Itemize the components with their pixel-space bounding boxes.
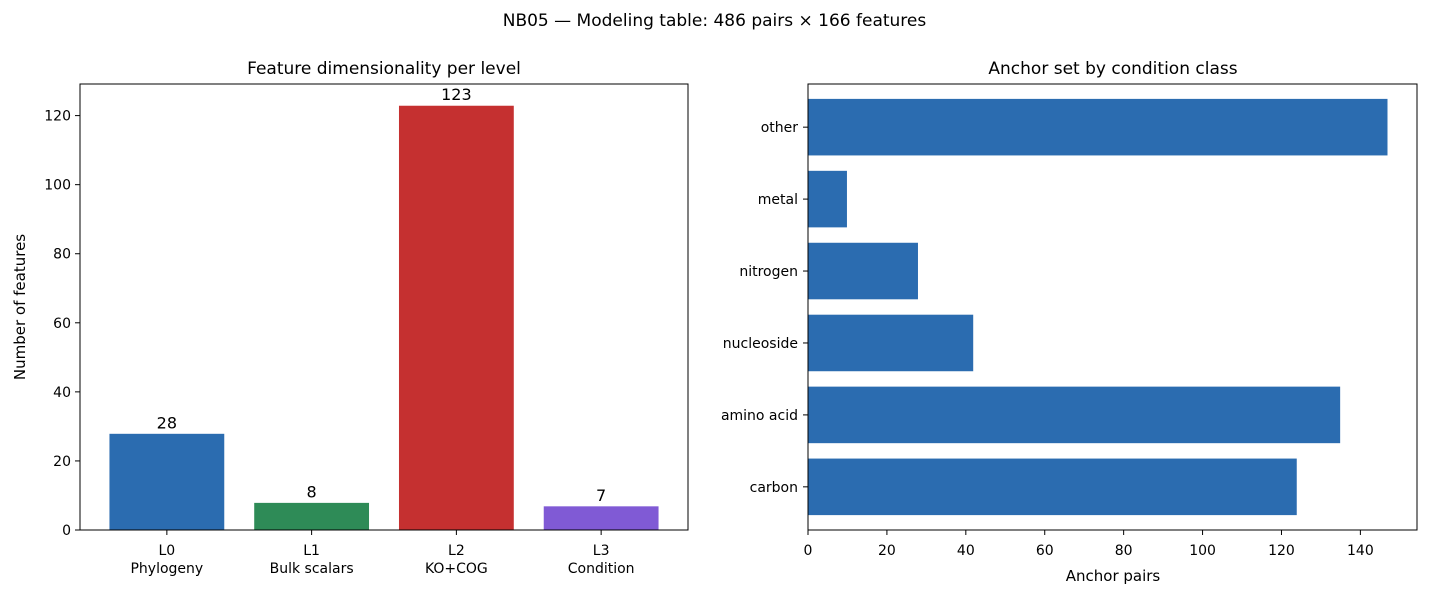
y-tick-label: carbon bbox=[750, 480, 798, 496]
data-label: 28 bbox=[157, 413, 177, 432]
x-tick-label: L3 Condition bbox=[568, 543, 635, 577]
y-tick-label: amino acid bbox=[721, 408, 798, 424]
x-tick-label: L0 Phylogeny bbox=[130, 543, 203, 577]
x-tick-label: 60 bbox=[1036, 543, 1054, 559]
figure-suptitle: NB05 — Modeling table: 486 pairs × 166 f… bbox=[503, 11, 927, 31]
bar bbox=[807, 385, 1342, 445]
y-tick-label: 40 bbox=[53, 385, 71, 401]
bar bbox=[807, 313, 975, 373]
bar bbox=[807, 97, 1389, 157]
data-label: 8 bbox=[307, 482, 317, 501]
feature-dimensionality-chart: Feature dimensionality per level Number … bbox=[11, 59, 689, 577]
y-tick-label: metal bbox=[758, 192, 798, 208]
y-tick-label: nucleoside bbox=[723, 336, 798, 352]
y-tick-label: 60 bbox=[53, 316, 71, 332]
x-tick-label: 0 bbox=[804, 543, 813, 559]
x-tick-label: 80 bbox=[1115, 543, 1133, 559]
bar bbox=[253, 501, 371, 531]
plot-frame bbox=[79, 83, 689, 531]
x-tick-label: 40 bbox=[957, 543, 975, 559]
bar bbox=[542, 505, 660, 531]
x-axis-label: Anchor pairs bbox=[1066, 567, 1161, 585]
x-tick-label: L1 Bulk scalars bbox=[270, 543, 354, 577]
x-tick-label: 120 bbox=[1268, 543, 1295, 559]
x-tick-label: 100 bbox=[1189, 543, 1216, 559]
x-tick-label: L2 KO+COG bbox=[425, 543, 488, 577]
bar bbox=[108, 432, 226, 531]
y-tick-label: 120 bbox=[44, 109, 71, 125]
bar bbox=[807, 241, 919, 301]
data-label: 123 bbox=[441, 85, 472, 104]
y-tick-label: 0 bbox=[62, 523, 71, 539]
y-tick-label: 20 bbox=[53, 454, 71, 470]
bar bbox=[807, 169, 848, 229]
chart-title: Anchor set by condition class bbox=[988, 59, 1237, 79]
x-tick-label: 140 bbox=[1347, 543, 1374, 559]
x-tick-label: 20 bbox=[878, 543, 896, 559]
anchor-set-chart: Anchor set by condition class Anchor pai… bbox=[721, 59, 1418, 585]
y-tick-label: other bbox=[761, 120, 799, 136]
y-tick-label: 100 bbox=[44, 178, 71, 194]
plot-frame bbox=[807, 83, 1418, 531]
bar bbox=[807, 457, 1298, 517]
y-axis-label: Number of features bbox=[11, 234, 29, 380]
data-label: 7 bbox=[596, 486, 606, 505]
y-tick-label: 80 bbox=[53, 247, 71, 263]
y-tick-label: nitrogen bbox=[739, 264, 798, 280]
bar bbox=[397, 104, 515, 531]
chart-title: Feature dimensionality per level bbox=[247, 59, 521, 79]
